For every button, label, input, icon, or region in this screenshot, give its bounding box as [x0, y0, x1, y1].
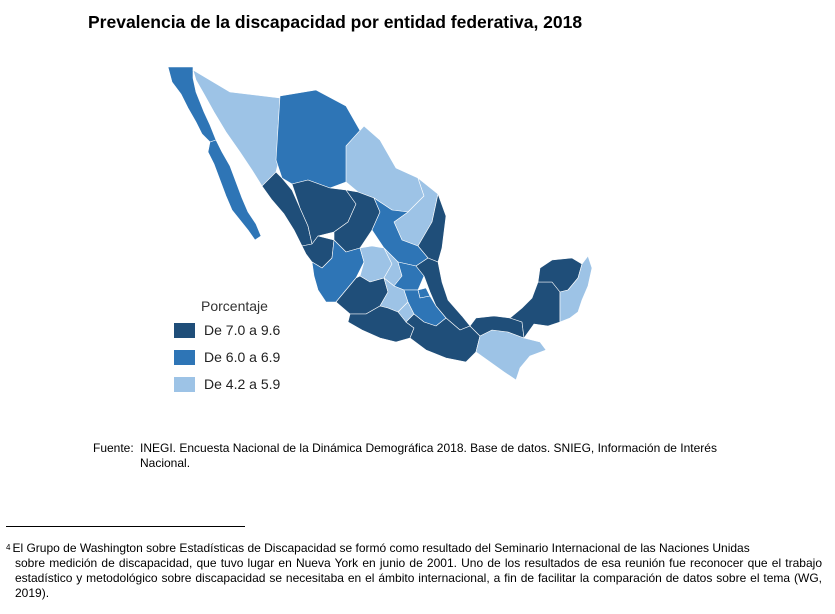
legend-item-medium: De 6.0 a 6.9: [174, 348, 280, 366]
footnote-number: 4: [6, 543, 11, 552]
footnote-first-line: El Grupo de Washington sobre Estadística…: [12, 541, 750, 555]
region-quintana-roo: [559, 255, 593, 323]
legend-title: Porcentaje: [201, 298, 268, 314]
source-note: Fuente: INEGI. Encuesta Nacional de la Di…: [93, 441, 803, 471]
source-line-1: INEGI. Encuesta Nacional de la Dinámica …: [140, 441, 717, 455]
region-chiapas: [475, 329, 547, 381]
region-baja-california-sur: [207, 139, 262, 241]
legend-swatch-medium: [174, 349, 195, 365]
legend-item-low: De 4.2 a 5.9: [174, 375, 280, 393]
legend-label-medium: De 6.0 a 6.9: [204, 349, 281, 365]
legend-label-high: De 7.0 a 9.6: [204, 322, 281, 338]
map-title: Prevalencia de la discapacidad por entid…: [88, 12, 583, 32]
legend-swatch-high: [174, 322, 195, 338]
source-line-2: Nacional.: [140, 456, 191, 470]
legend-swatch-low: [174, 376, 195, 392]
source-label: Fuente:: [93, 441, 134, 455]
footnote-separator: [6, 526, 245, 527]
region-baja-california: [167, 66, 217, 143]
legend-item-high: De 7.0 a 9.6: [174, 321, 280, 339]
region-oaxaca: [405, 313, 481, 363]
legend-label-low: De 4.2 a 5.9: [204, 376, 281, 392]
region-jalisco: [311, 239, 365, 303]
footnote-rest: sobre medición de discapacidad, que tuvo…: [15, 556, 822, 600]
footnote: 4 El Grupo de Washington sobre Estadístic…: [6, 541, 822, 601]
